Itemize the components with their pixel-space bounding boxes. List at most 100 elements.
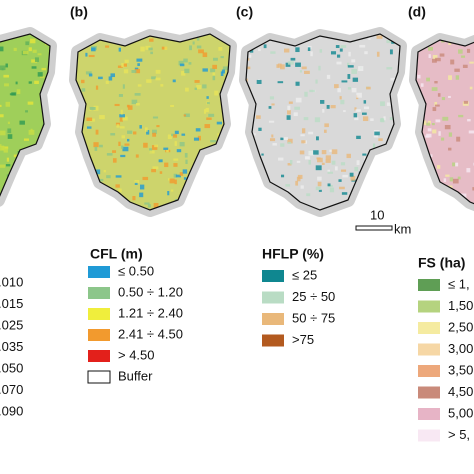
texture-cell (147, 204, 151, 208)
texture-cell (438, 131, 441, 136)
texture-cell (112, 150, 117, 153)
texture-cell (32, 178, 36, 183)
texture-cell (21, 189, 24, 195)
texture-cell (95, 129, 99, 135)
texture-cell (317, 157, 323, 163)
texture-cell (76, 143, 77, 148)
texture-cell (343, 110, 346, 113)
texture-cell (431, 123, 435, 126)
texture-cell (143, 142, 148, 148)
texture-cell (431, 189, 437, 194)
texture-cell (299, 70, 303, 73)
texture-cell (86, 126, 92, 129)
texture-cell (204, 124, 211, 129)
texture-cell (175, 174, 181, 178)
texture-cell (111, 209, 118, 210)
texture-cell (272, 143, 277, 146)
texture-cell (164, 162, 169, 168)
texture-cell (37, 72, 43, 77)
texture-cell (320, 99, 325, 104)
texture-cell (0, 114, 4, 118)
texture-cell (340, 45, 347, 48)
texture-cell (220, 56, 224, 59)
texture-cell (431, 87, 438, 91)
texture-cell (105, 45, 110, 48)
texture-cell (340, 99, 345, 105)
texture-cell (46, 203, 49, 207)
texture-cell (356, 92, 362, 98)
texture-cell (384, 172, 390, 177)
texture-cell (295, 180, 299, 186)
texture-cell (152, 132, 157, 137)
legend-swatch (88, 308, 110, 320)
texture-cell (402, 132, 405, 134)
texture-cell (348, 51, 351, 57)
texture-cell (455, 162, 459, 167)
texture-cell (288, 205, 291, 210)
texture-cell (426, 133, 432, 138)
texture-cell (290, 57, 296, 61)
texture-cell (448, 132, 453, 137)
texture-cell (33, 179, 39, 184)
texture-cell (347, 74, 351, 79)
texture-cell (144, 127, 148, 132)
texture-cell (202, 84, 207, 89)
texture-cell (261, 153, 264, 156)
texture-cell (31, 59, 38, 63)
texture-cell (369, 200, 375, 204)
texture-cell (205, 107, 209, 113)
texture-cell (385, 183, 389, 187)
texture-cell (41, 163, 46, 169)
texture-cell (308, 150, 315, 156)
texture-cell (203, 109, 207, 114)
texture-cell (420, 83, 424, 87)
texture-cell (386, 102, 393, 106)
texture-cell (327, 183, 331, 187)
texture-cell (2, 146, 9, 150)
texture-cell (210, 140, 217, 143)
legend-label: 50 ÷ 75 (292, 310, 335, 325)
texture-cell (435, 119, 441, 123)
texture-cell (221, 69, 225, 74)
texture-cell (89, 118, 95, 122)
texture-cell (399, 91, 400, 95)
panel-label: (d) (408, 4, 426, 20)
texture-cell (416, 208, 421, 210)
texture-cell (34, 80, 39, 85)
texture-cell (203, 159, 207, 164)
texture-cell (314, 117, 321, 123)
texture-cell (77, 181, 84, 186)
texture-cell (155, 77, 161, 81)
texture-cell (136, 58, 143, 62)
texture-cell (456, 136, 461, 142)
texture-cell (435, 57, 441, 62)
texture-cell (317, 176, 322, 181)
texture-cell (49, 133, 50, 137)
texture-cell (295, 47, 300, 53)
texture-cell (183, 58, 188, 63)
texture-cell (331, 149, 338, 155)
texture-cell (164, 46, 168, 50)
texture-cell (316, 157, 321, 160)
texture-cell (242, 155, 244, 158)
legend-label: > 5, (448, 427, 470, 442)
texture-cell (437, 93, 441, 97)
legend-swatch (262, 291, 284, 304)
texture-cell (383, 116, 386, 121)
texture-cell (467, 119, 471, 122)
texture-cell (5, 63, 8, 68)
texture-cell (443, 178, 447, 183)
texture-cell (192, 41, 195, 45)
texture-cell (380, 200, 387, 205)
texture-cell (342, 174, 348, 178)
texture-cell (48, 194, 50, 199)
texture-cell (93, 105, 99, 111)
texture-cell (0, 46, 4, 52)
texture-cell (247, 66, 251, 70)
texture-cell (290, 160, 293, 165)
texture-cell (378, 155, 384, 158)
texture-cell (329, 187, 335, 193)
texture-cell (122, 116, 128, 121)
texture-cell (184, 113, 190, 118)
texture-cell (178, 60, 184, 66)
